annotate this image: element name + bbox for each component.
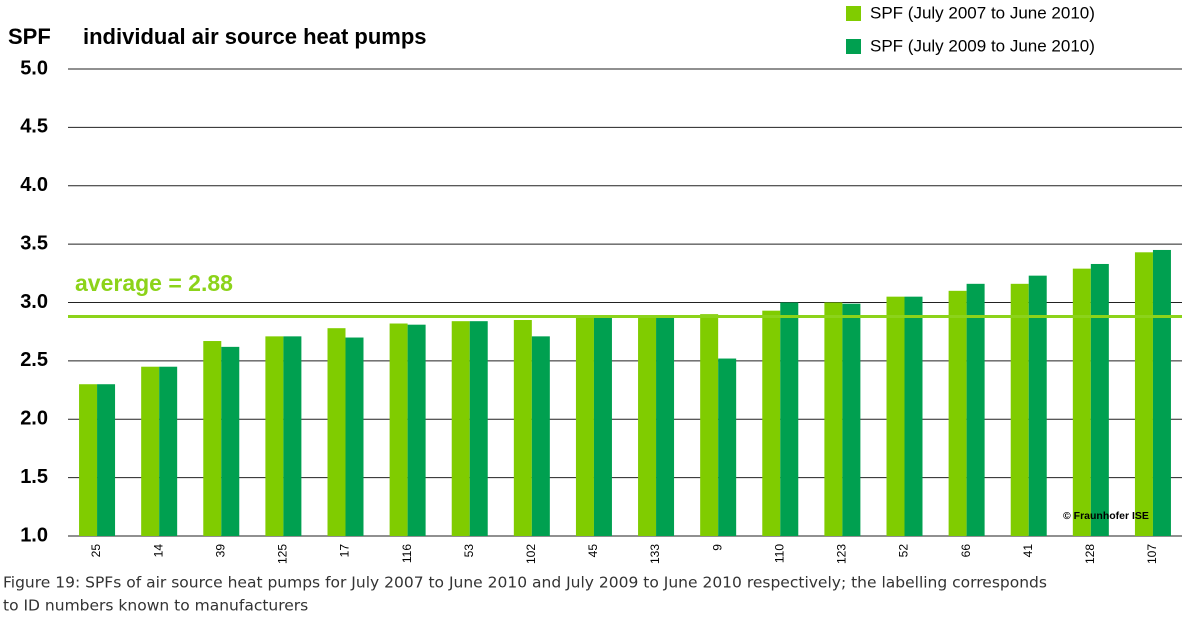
bar <box>842 303 861 536</box>
x-tick-label: 123 <box>835 544 849 564</box>
bar <box>575 316 594 536</box>
bar <box>718 358 737 536</box>
grid <box>68 68 1182 537</box>
bar <box>141 366 160 536</box>
x-tick-label: 14 <box>151 544 165 558</box>
x-tick-label: 41 <box>1021 544 1035 558</box>
bar <box>469 321 488 536</box>
bar <box>159 366 178 536</box>
x-tick-label: 39 <box>213 544 227 558</box>
y-axis-label: SPF <box>8 24 51 49</box>
bar <box>283 336 302 536</box>
bar <box>593 316 612 536</box>
average-label: average = 2.88 <box>75 270 233 296</box>
y-tick-label: 4.5 <box>20 116 48 138</box>
x-tick-label: 9 <box>710 544 724 551</box>
bar <box>203 341 222 536</box>
x-tick-label: 25 <box>89 544 103 558</box>
x-tick-label: 107 <box>1145 544 1159 564</box>
bar <box>780 302 799 536</box>
y-tick-label: 1.5 <box>20 466 48 488</box>
x-tick-label: 133 <box>648 544 662 564</box>
x-tick-label: 66 <box>959 544 973 558</box>
y-tick-label: 3.0 <box>20 291 48 313</box>
bar <box>1072 268 1091 536</box>
bar <box>513 320 532 536</box>
legend-label: SPF (July 2009 to June 2010) <box>870 36 1095 55</box>
bar <box>1090 263 1109 536</box>
bar <box>966 283 985 536</box>
bar <box>389 323 408 536</box>
caption-line: Figure 19: SPFs of air source heat pumps… <box>3 574 1047 592</box>
bar <box>1152 249 1171 536</box>
legend-label: SPF (July 2007 to June 2010) <box>870 3 1095 22</box>
y-tick-label: 2.5 <box>20 349 48 371</box>
y-tick-label: 4.0 <box>20 174 48 196</box>
y-tick-label: 2.0 <box>20 408 48 430</box>
bar <box>531 336 550 536</box>
bar <box>762 310 781 536</box>
bar <box>904 296 923 536</box>
x-tick-label: 102 <box>524 544 538 564</box>
bar <box>638 315 657 536</box>
bar <box>451 321 470 536</box>
y-tick-label: 5.0 <box>20 57 48 79</box>
bar <box>700 314 719 536</box>
bar <box>1028 275 1047 536</box>
bar <box>824 302 843 536</box>
copyright: © Fraunhofer ISE <box>1063 510 1149 522</box>
caption-line: to ID numbers known to manufacturers <box>3 597 308 615</box>
bar <box>79 384 98 536</box>
x-tick-label: 116 <box>400 544 414 563</box>
legend-swatch <box>846 39 861 54</box>
bar <box>345 337 364 536</box>
legend-swatch <box>846 6 861 21</box>
x-tick-label: 53 <box>462 544 476 558</box>
bar <box>948 290 967 536</box>
bar <box>407 324 426 536</box>
bar <box>327 328 346 536</box>
x-tick-label: 45 <box>586 544 600 558</box>
bar <box>97 384 116 536</box>
y-tick-label: 1.0 <box>20 524 48 546</box>
bar <box>1134 252 1153 537</box>
x-tick-label: 110 <box>772 544 786 563</box>
x-tick-label: 125 <box>276 544 290 564</box>
bar <box>265 336 284 536</box>
x-tick-label: 52 <box>897 544 911 558</box>
x-tick-label: 128 <box>1083 544 1097 564</box>
bar <box>1010 283 1029 536</box>
bar <box>221 346 240 536</box>
bar <box>886 296 905 536</box>
chart-title: individual air source heat pumps <box>83 24 427 49</box>
x-tick-label: 17 <box>338 544 352 558</box>
bar <box>656 315 675 536</box>
y-tick-label: 3.5 <box>20 232 48 254</box>
